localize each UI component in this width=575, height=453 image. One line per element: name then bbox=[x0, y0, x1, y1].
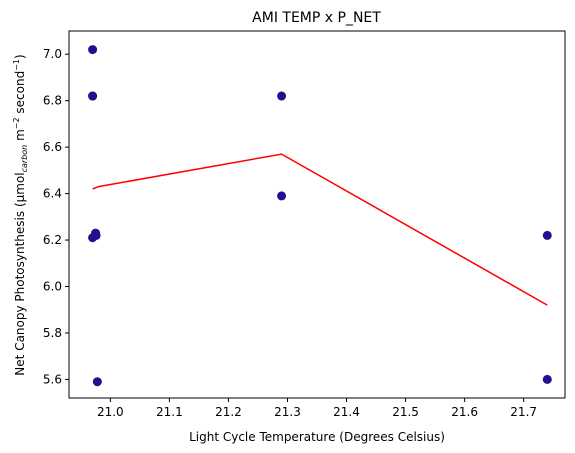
x-tick-label: 21.0 bbox=[97, 405, 124, 419]
y-tick-label: 6.6 bbox=[43, 140, 62, 154]
scatter-point bbox=[277, 191, 287, 201]
plot-area-frame bbox=[68, 30, 566, 399]
y-tick-label: 6.2 bbox=[43, 233, 62, 247]
y-tick-label: 5.8 bbox=[43, 326, 62, 340]
y-axis-label-mid: m bbox=[13, 129, 27, 145]
chart-title: AMI TEMP x P_NET bbox=[252, 10, 381, 26]
x-tick-label: 21.1 bbox=[156, 405, 183, 419]
x-tick-label: 21.4 bbox=[333, 405, 360, 419]
scatter-point bbox=[92, 377, 102, 387]
scatter-point bbox=[91, 230, 101, 240]
scatter-point bbox=[277, 91, 287, 101]
y-axis-label-mid-2: second bbox=[13, 71, 27, 118]
y-tick-label: 7.0 bbox=[43, 47, 62, 61]
x-axis-label: Light Cycle Temperature (Degrees Celsius… bbox=[189, 430, 445, 444]
x-axis-ticks: 21.0 21.1 21.2 21.3 21.4 21.5 21.6 21.7 bbox=[97, 398, 537, 419]
y-tick-label: 6.8 bbox=[43, 94, 62, 108]
x-tick-label: 21.6 bbox=[451, 405, 478, 419]
y-axis-label: Net Canopy Photosynthesis (µmolcarbon m−… bbox=[12, 54, 29, 375]
scatter-point bbox=[542, 374, 552, 384]
y-axis-ticks: 5.6 5.8 6.0 6.2 6.4 6.6 6.8 7.0 bbox=[43, 47, 69, 386]
scatter-point bbox=[88, 45, 98, 55]
scatter-point bbox=[88, 91, 98, 101]
scatter-point bbox=[542, 230, 552, 240]
y-axis-label-prefix: Net Canopy Photosynthesis (µmol bbox=[13, 172, 27, 375]
x-tick-label: 21.5 bbox=[392, 405, 419, 419]
y-axis-label-superscript-1: −2 bbox=[12, 117, 21, 129]
trend-line-layer bbox=[92, 153, 548, 306]
scatter-points-layer bbox=[88, 45, 552, 387]
trend-line bbox=[92, 153, 548, 306]
x-tick-label: 21.7 bbox=[510, 405, 537, 419]
y-tick-label: 5.6 bbox=[43, 372, 62, 386]
y-tick-label: 6.4 bbox=[43, 187, 62, 201]
y-axis-label-suffix: ) bbox=[13, 54, 27, 59]
y-tick-label: 6.0 bbox=[43, 280, 62, 294]
x-tick-label: 21.3 bbox=[274, 405, 301, 419]
y-axis-label-superscript-2: −1 bbox=[12, 59, 21, 71]
y-axis-label-subscript: carbon bbox=[20, 145, 29, 173]
x-tick-label: 21.2 bbox=[215, 405, 242, 419]
